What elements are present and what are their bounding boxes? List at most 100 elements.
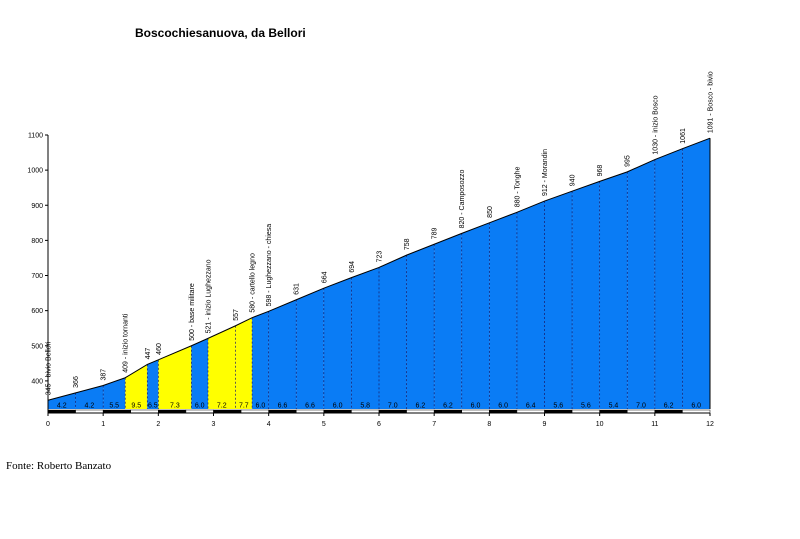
profile-segment — [516, 201, 545, 409]
point-label: 664 — [321, 271, 328, 283]
gradient-label: 6.0 — [471, 403, 481, 410]
gradient-label: 6.6 — [305, 403, 315, 410]
x-tick-label: 3 — [212, 421, 216, 428]
point-label: 880 - Tonghe — [514, 166, 521, 207]
gradient-label: 6.0 — [691, 403, 701, 410]
gradient-label: 6.0 — [498, 403, 508, 410]
chart-title: Boscochiesanuova, da Bellori — [135, 26, 306, 40]
profile-segment — [125, 364, 148, 409]
gradient-label: 7.2 — [217, 403, 227, 410]
gradient-label: 6.0 — [333, 403, 343, 410]
profile-segment — [544, 191, 573, 409]
y-tick-label: 700 — [31, 273, 43, 280]
gradient-label: 9.5 — [131, 403, 141, 410]
gradient-label: 7.3 — [170, 403, 180, 410]
point-label: 460 — [156, 343, 163, 355]
gradient-label: 6.0 — [256, 403, 266, 410]
x-tick-label: 12 — [706, 421, 714, 428]
point-label: 1030 - inizio Bosco — [652, 95, 659, 154]
y-tick-label: 800 — [31, 238, 43, 245]
profile-segment — [235, 317, 253, 409]
profile-segment — [323, 277, 352, 409]
x-tick-label: 1 — [101, 421, 105, 428]
gradient-label: 5.5 — [109, 403, 119, 410]
gradient-label: 5.6 — [581, 403, 591, 410]
profile-segment — [296, 288, 324, 409]
point-label: 820 - Camposozzo — [459, 170, 466, 229]
y-tick-label: 1000 — [27, 168, 43, 175]
profile-segment — [252, 311, 269, 409]
point-label: 366 — [73, 376, 80, 388]
gradient-label: 5.8 — [360, 403, 370, 410]
gradient-label: 4.2 — [85, 403, 95, 410]
x-tick-label: 9 — [543, 421, 547, 428]
x-tick-label: 7 — [432, 421, 436, 428]
x-tick-label: 6 — [377, 421, 381, 428]
gradient-label: 7.0 — [388, 403, 398, 410]
profile-segment — [572, 181, 600, 409]
profile-segment — [48, 392, 76, 409]
point-label: 912 - Morandin — [542, 149, 549, 196]
gradient-label: 6.4 — [526, 403, 536, 410]
profile-segment — [489, 212, 517, 409]
y-tick-label: 600 — [31, 308, 43, 315]
profile-segment — [379, 255, 407, 409]
y-tick-label: 1100 — [28, 133, 43, 140]
point-label: 850 — [487, 206, 494, 218]
y-tick-label: 500 — [31, 343, 43, 350]
profile-segment — [654, 148, 683, 409]
y-tick-label: 400 — [31, 378, 43, 385]
point-label: 723 — [377, 251, 384, 263]
profile-segment — [103, 377, 126, 409]
point-label: 968 — [597, 165, 604, 177]
gradient-label: 6.2 — [416, 403, 426, 410]
point-label: 1061 — [680, 128, 687, 144]
gradient-label: 6.0 — [195, 403, 205, 410]
gradient-label: 6.6 — [278, 403, 288, 410]
profile-segment — [682, 138, 710, 409]
point-label: 995 — [625, 155, 632, 167]
point-label: 500 - base militare — [189, 283, 196, 341]
gradient-label: 6.5 — [148, 403, 158, 410]
profile-segment — [406, 244, 435, 409]
point-label: 789 — [432, 227, 439, 239]
point-label: 387 — [101, 369, 108, 381]
profile-segment — [461, 222, 490, 409]
point-label: 580 - cartello legno — [250, 253, 257, 313]
point-label: 940 — [570, 174, 577, 186]
x-tick-label: 0 — [46, 421, 50, 428]
gradient-label: 6.2 — [664, 403, 674, 410]
gradient-label: 5.4 — [609, 403, 619, 410]
profile-segment — [191, 338, 208, 409]
gradient-label: 5.6 — [553, 403, 563, 410]
gradient-label: 7.7 — [239, 403, 249, 410]
gradient-label: 6.2 — [443, 403, 453, 410]
point-label: 447 — [145, 348, 152, 360]
source-credit: Fonte: Roberto Banzato — [6, 460, 112, 472]
point-label: 557 — [233, 309, 240, 321]
point-label: 1091 - Bosco - bivio — [708, 71, 715, 133]
point-label: 521 - inizio Lughezzano — [205, 259, 212, 333]
point-label: 758 — [404, 238, 411, 250]
profile-segment — [147, 359, 159, 409]
profile-segment — [158, 345, 192, 409]
profile-segment — [434, 233, 462, 409]
x-tick-label: 8 — [487, 421, 491, 428]
point-label: 694 — [349, 261, 356, 273]
point-label: 409 - inizio tornanti — [123, 313, 130, 373]
point-label: 598 - Lughezzano - chiesa — [266, 224, 273, 307]
point-label: 631 — [294, 283, 301, 295]
profile-segment — [627, 159, 655, 409]
profile-line — [47, 137, 711, 401]
gradient-label: 4.2 — [57, 403, 67, 410]
profile-segment — [351, 267, 379, 409]
x-tick-label: 11 — [651, 421, 658, 428]
x-tick-label: 5 — [322, 421, 326, 428]
x-tick-label: 2 — [156, 421, 160, 428]
profile-segment — [268, 299, 297, 409]
x-tick-label: 10 — [596, 421, 604, 428]
gradient-label: 7.0 — [636, 403, 646, 410]
point-label: 345 - bivio Bellori — [46, 341, 53, 395]
x-tick-label: 4 — [267, 421, 271, 428]
